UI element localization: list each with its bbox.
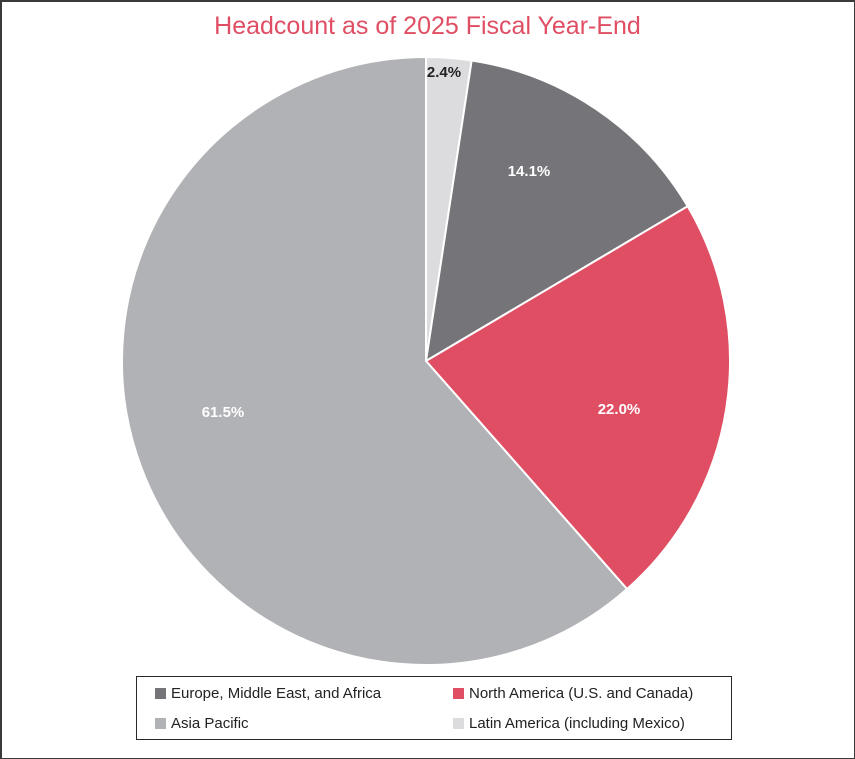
legend-swatch-asia-pacific	[155, 718, 166, 729]
chart-legend: Europe, Middle East, and Africa North Am…	[136, 676, 732, 740]
slice-label-latam: 2.4%	[427, 64, 461, 81]
legend-item-north-america: North America (U.S. and Canada)	[453, 685, 693, 702]
legend-swatch-latam	[453, 718, 464, 729]
legend-label-asia-pacific: Asia Pacific	[171, 715, 249, 732]
pie-slices	[121, 55, 731, 666]
legend-label-north-america: North America (U.S. and Canada)	[469, 685, 694, 702]
pie-slice-asia-pacific	[121, 55, 629, 666]
pie-slice-emea	[424, 59, 690, 363]
chart-title: Headcount as of 2025 Fiscal Year-End	[214, 12, 641, 40]
slice-label-north-america: 22.0%	[598, 401, 641, 418]
slice-label-emea: 14.1%	[508, 163, 551, 180]
legend-item-asia-pacific: Asia Pacific	[155, 715, 249, 732]
slice-label-asia-pacific: 61.5%	[202, 404, 245, 421]
pie-slice-north-america	[424, 204, 731, 591]
legend-swatch-north-america	[453, 688, 464, 699]
legend-item-latam: Latin America (including Mexico)	[453, 715, 685, 732]
legend-item-emea: Europe, Middle East, and Africa	[155, 685, 381, 702]
legend-swatch-emea	[155, 688, 166, 699]
legend-label-emea: Europe, Middle East, and Africa	[171, 685, 382, 702]
legend-label-latam: Latin America (including Mexico)	[469, 715, 685, 732]
